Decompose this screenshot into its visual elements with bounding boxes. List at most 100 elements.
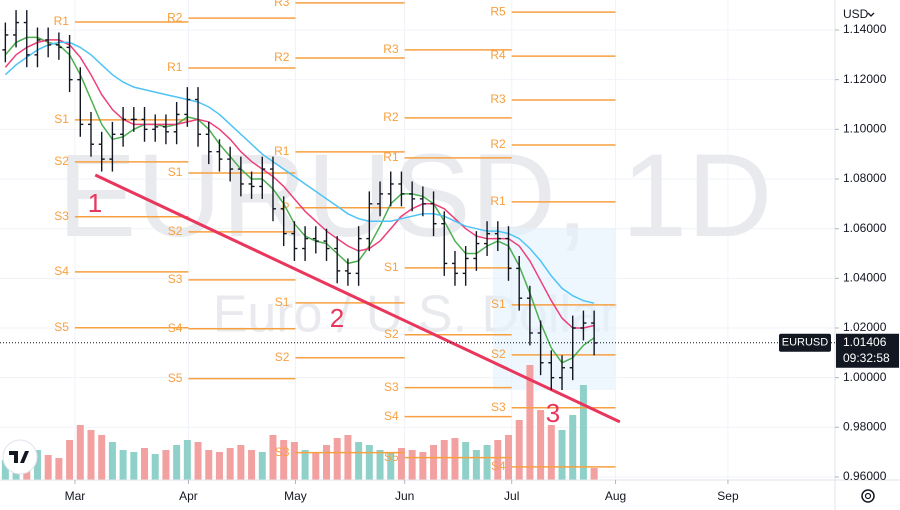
volume-bar [183, 440, 191, 480]
x-tick-label: Aug [605, 489, 626, 503]
volume-bar [33, 450, 41, 480]
symbol-label: EURUSD [782, 337, 829, 349]
pivot-label: S2 [384, 327, 399, 341]
volume-bar [205, 450, 213, 480]
y-tick-label: 1.04000 [843, 271, 887, 285]
pivot-label: S5 [54, 320, 69, 334]
pivot-label: S2 [491, 347, 506, 361]
volume-bar [119, 450, 127, 480]
pivot-label: S4 [54, 264, 69, 278]
pivot-label: S2 [275, 350, 290, 364]
volume-bar [397, 448, 405, 480]
plot-layer: R1S1S2S3S4S5R2R1S1S2S3S4S5R3R2R1PS1S2S3R… [1, 0, 621, 480]
pivot-label: R2 [274, 50, 290, 64]
volume-bar [173, 445, 181, 480]
y-tick-label: 1.14000 [843, 22, 887, 36]
currency-dropdown[interactable] [867, 12, 875, 17]
x-tick-label: Sep [717, 489, 739, 503]
pivot-label: R2 [167, 10, 183, 24]
pivot-label: R1 [274, 144, 290, 158]
volume-bar [590, 468, 598, 480]
volume-bar [248, 450, 256, 480]
pivot-label: S2 [54, 154, 69, 168]
volume-bar [98, 435, 106, 480]
currency-label: USD [843, 7, 869, 21]
volume-bar [76, 425, 84, 480]
volume-bar [494, 440, 502, 480]
y-tick-label: 1.02000 [843, 320, 887, 334]
volume-bar [365, 445, 373, 480]
countdown-label: 09:32:58 [843, 351, 890, 365]
volume-bar [515, 420, 523, 480]
x-tick-label: Apr [179, 489, 198, 503]
last-price-label: 1.01406 [843, 335, 887, 349]
volume-bar [569, 415, 577, 480]
pivot-label: R4 [490, 48, 506, 62]
pivot-label: S3 [384, 380, 399, 394]
y-tick-label: 1.08000 [843, 171, 887, 185]
volume-bar [301, 450, 309, 480]
volume-bar [162, 450, 170, 480]
pivot-label: R1 [54, 14, 70, 28]
pivot-label: R2 [490, 137, 506, 151]
pivot-label: S1 [491, 297, 506, 311]
volume-bar [344, 435, 352, 480]
volume-bar [355, 442, 363, 480]
volume-bar [579, 385, 587, 480]
pivot-label: S3 [275, 445, 290, 459]
volume-bar [376, 450, 384, 480]
volume-bar [108, 442, 116, 480]
symbol-tag [779, 333, 831, 352]
volume-bar [451, 438, 459, 480]
volume-bar [237, 445, 245, 480]
volume-bar [290, 442, 298, 480]
volume-bar [408, 450, 416, 480]
annotation: 3 [546, 398, 560, 428]
annotation: 2 [330, 303, 344, 333]
pivot-label: S3 [491, 400, 506, 414]
y-tick-label: 1.06000 [843, 221, 887, 235]
volume-bar [440, 440, 448, 480]
volume-bar [280, 440, 288, 480]
volume-bar [141, 448, 149, 480]
volume-bar [151, 454, 159, 480]
volume-bar [430, 445, 438, 480]
pivot-label: S2 [168, 224, 183, 238]
pivot-label: R3 [490, 92, 506, 106]
moving-average-line [4, 36, 595, 364]
volume-bar [558, 430, 566, 480]
pivot-label: S5 [384, 450, 399, 464]
volume-bar [87, 430, 95, 480]
settings-gear[interactable] [861, 489, 875, 503]
volume-bar [462, 442, 470, 480]
volume-bar [194, 442, 202, 480]
volume-bar [55, 458, 63, 480]
tradingview-logo [2, 439, 38, 475]
volume-bar [215, 452, 223, 480]
pivot-label: S5 [168, 371, 183, 385]
pivot-label: R5 [490, 4, 506, 18]
y-tick-label: 0.96000 [843, 469, 887, 483]
pivot-label: S4 [384, 409, 399, 423]
volume-bar [258, 452, 266, 480]
y-tick-label: 1.10000 [843, 122, 887, 136]
volume-bar [333, 438, 341, 480]
pivot-label: S3 [168, 272, 183, 286]
pivot-label: S4 [168, 321, 183, 335]
moving-average-line [4, 41, 595, 304]
volume-bar [537, 410, 545, 480]
pivot-label: R3 [383, 42, 399, 56]
volume-bar [387, 452, 395, 480]
volume-bar [323, 445, 331, 480]
pivot-label: R3 [274, 0, 290, 9]
pivot-label: R1 [167, 60, 183, 74]
pivot-label: S3 [54, 209, 69, 223]
volume-bar [472, 450, 480, 480]
x-tick-label: May [284, 489, 307, 503]
y-tick-label: 0.98000 [843, 420, 887, 434]
pivot-label: S1 [275, 295, 290, 309]
volume-bar [483, 445, 491, 480]
pivot-label: R1 [490, 194, 506, 208]
